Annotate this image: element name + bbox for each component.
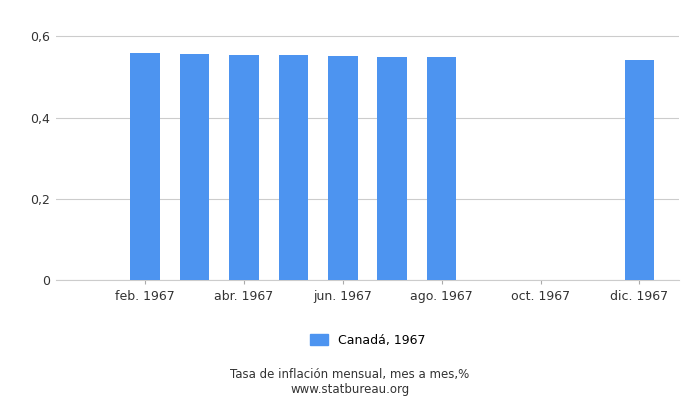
- Text: www.statbureau.org: www.statbureau.org: [290, 383, 410, 396]
- Bar: [180, 54, 209, 280]
- Bar: [624, 60, 654, 280]
- Bar: [229, 55, 259, 280]
- Bar: [377, 57, 407, 280]
- Bar: [328, 56, 358, 280]
- Bar: [279, 55, 308, 280]
- Bar: [427, 58, 456, 280]
- Text: Tasa de inflación mensual, mes a mes,%: Tasa de inflación mensual, mes a mes,%: [230, 368, 470, 381]
- Bar: [130, 53, 160, 280]
- Legend: Canadá, 1967: Canadá, 1967: [310, 334, 425, 347]
